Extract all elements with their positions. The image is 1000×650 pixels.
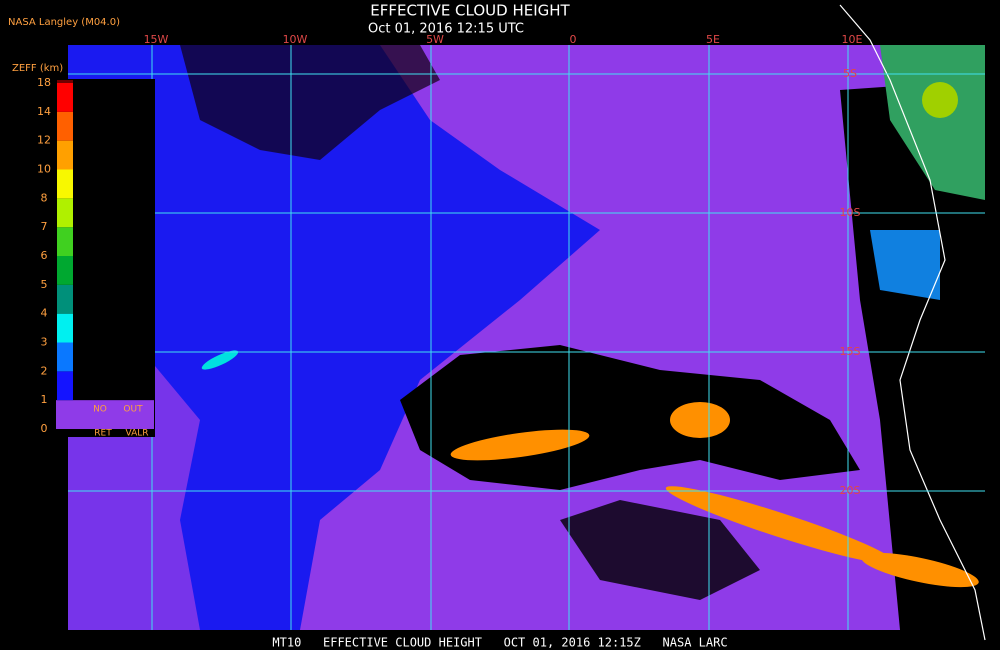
legend-cap xyxy=(57,80,73,83)
legend-note: OUT xyxy=(123,405,143,415)
cloud-streak xyxy=(665,486,895,564)
convective-band xyxy=(201,350,979,588)
legend-tick-label: 12 xyxy=(37,134,51,147)
latitude-label: 10S xyxy=(840,206,861,219)
legend-note: NO xyxy=(93,405,107,415)
legend-tick-label: 3 xyxy=(41,336,48,349)
cloud-streak xyxy=(450,429,590,461)
cloud-layer-very-low xyxy=(300,45,985,630)
legend-tick-label: 4 xyxy=(41,307,48,320)
legend-tick-label: 8 xyxy=(41,191,48,204)
legend-swatch xyxy=(57,198,73,228)
legend-swatch xyxy=(57,111,73,141)
cloud-map xyxy=(68,4,986,641)
longitude-label: 15W xyxy=(144,33,169,46)
subtitle: Oct 01, 2016 12:15 UTC xyxy=(368,22,524,37)
cloud-streak xyxy=(201,350,239,370)
latitude-label: 15S xyxy=(840,345,861,358)
legend-tick-label: 14 xyxy=(37,105,51,118)
legend-tick-label: 18 xyxy=(37,76,51,89)
legend-tick-label: 10 xyxy=(37,163,51,176)
legend-swatch xyxy=(57,342,73,372)
longitude-label: 5E xyxy=(706,33,720,46)
cloud-streak xyxy=(861,552,979,588)
latitude-label: 5S xyxy=(843,67,857,80)
land xyxy=(840,80,985,630)
cloud-mid xyxy=(870,230,940,300)
coastline xyxy=(839,4,986,641)
legend-swatch xyxy=(56,400,154,429)
legend-tick-label: 1 xyxy=(41,393,48,406)
footer: MT10 EFFECTIVE CLOUD HEIGHT OCT 01, 2016… xyxy=(272,636,727,650)
legend-swatch xyxy=(57,371,73,401)
clear-sky xyxy=(560,500,760,600)
cloud-high xyxy=(922,82,958,118)
title: EFFECTIVE CLOUD HEIGHT xyxy=(370,2,570,20)
legend-swatch xyxy=(57,256,73,285)
legend-label: ZEFF (km) xyxy=(12,63,63,74)
longitude-label: 10E xyxy=(842,33,863,46)
legend-swatch xyxy=(57,83,73,112)
legend-swatch xyxy=(57,169,73,199)
source: NASA Langley (M04.0) xyxy=(8,17,120,28)
legend-swatch xyxy=(57,140,73,170)
legend-swatch xyxy=(57,227,73,256)
legend-tick-label: 6 xyxy=(41,249,48,262)
latitude-label: 20S xyxy=(840,484,861,497)
legend-swatch xyxy=(57,284,73,314)
longitude-label: 5W xyxy=(426,33,444,46)
longitude-label: 10W xyxy=(283,33,308,46)
legend-note: RET xyxy=(94,429,112,439)
legend-tick-label: 0 xyxy=(41,422,48,435)
longitude-label: 0 xyxy=(570,33,577,46)
cloud-high xyxy=(880,45,985,200)
legend-tick-label: 2 xyxy=(41,364,48,377)
legend-tick-label: 7 xyxy=(41,220,48,233)
legend-swatch xyxy=(57,313,73,343)
cloud-streak xyxy=(670,402,730,438)
legend-tick-label: 5 xyxy=(41,278,48,291)
legend-note: VALR xyxy=(125,429,148,439)
